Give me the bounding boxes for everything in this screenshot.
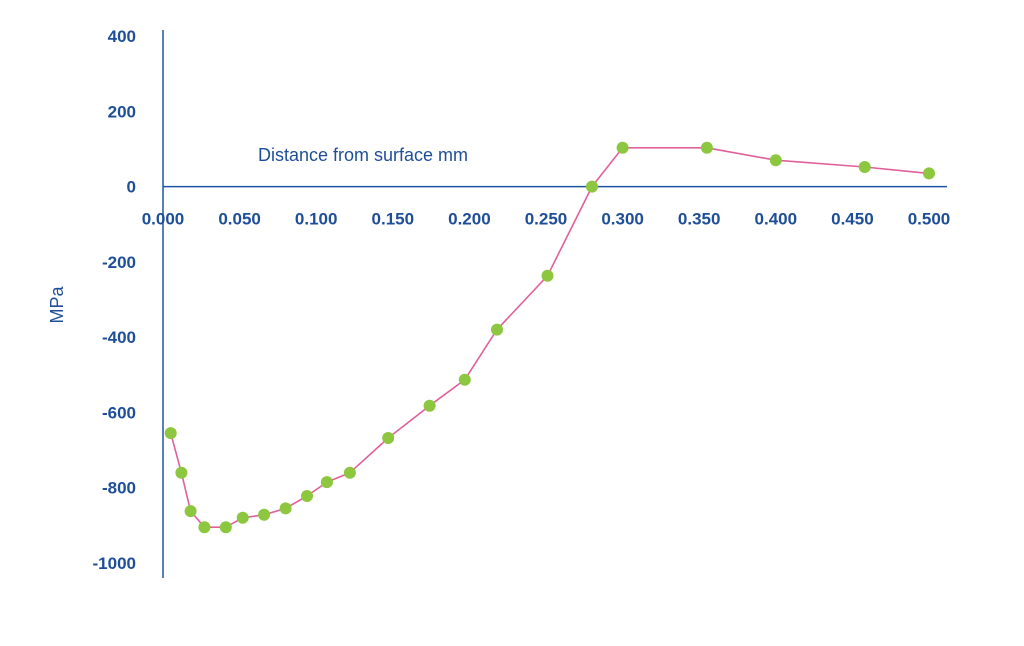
- data-point: [541, 269, 554, 282]
- data-point: [184, 505, 197, 518]
- data-point: [343, 466, 356, 479]
- x-tick-label: 0.100: [295, 210, 338, 229]
- data-point: [491, 323, 503, 336]
- data-point: [219, 521, 232, 534]
- x-tick-label: 0.350: [678, 210, 721, 229]
- data-point: [382, 432, 395, 444]
- data-point: [858, 161, 871, 173]
- data-point: [279, 502, 292, 515]
- y-tick-label: 400: [108, 27, 136, 46]
- y-tick-label: -400: [102, 328, 136, 347]
- y-tick-label: -1000: [93, 554, 136, 573]
- data-point: [769, 154, 782, 167]
- data-point: [616, 141, 629, 154]
- data-point: [458, 373, 471, 386]
- y-tick-label: 0: [127, 178, 136, 197]
- data-point: [164, 427, 177, 440]
- x-tick-label: 0.450: [831, 210, 874, 229]
- x-axis-title: Distance from surface mm: [258, 145, 468, 165]
- x-tick-label: 0.300: [601, 210, 644, 229]
- data-point: [175, 466, 188, 479]
- series-line: [169, 147, 930, 529]
- y-tick-label: -600: [102, 403, 136, 422]
- data-point: [923, 167, 935, 180]
- x-tick-label: 0.150: [372, 210, 415, 229]
- data-point: [198, 521, 211, 534]
- x-tick-label: 0.500: [908, 210, 951, 229]
- y-axis-title: MPa: [47, 286, 67, 324]
- y-axis-layer: -1000 -800 -600 -400 -200 0 200 400: [93, 27, 164, 578]
- data-point: [586, 180, 598, 193]
- series-layer: [164, 141, 935, 534]
- data-point: [258, 508, 271, 521]
- data-point: [301, 490, 313, 502]
- y-tick-label: -800: [102, 479, 136, 498]
- y-tick-label: -200: [102, 253, 136, 272]
- x-tick-label: 0.000: [142, 210, 185, 229]
- data-point: [700, 141, 713, 154]
- x-axis-layer: 0.000 0.050 0.100 0.150 0.200 0.250 0.300 0.350…: [142, 185, 951, 229]
- data-point: [423, 399, 436, 412]
- x-tick-label: 0.400: [755, 210, 798, 229]
- x-tick-label: 0.050: [218, 210, 261, 229]
- data-point: [236, 511, 249, 524]
- data-point: [320, 476, 333, 489]
- x-tick-label: 0.250: [525, 210, 568, 229]
- x-tick-label: 0.200: [448, 210, 491, 229]
- y-tick-label: 200: [108, 102, 136, 121]
